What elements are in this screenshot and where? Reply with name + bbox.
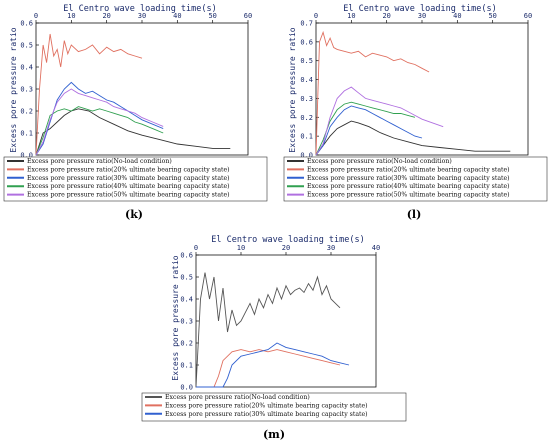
panel-k-legend-label-3: Excess pore pressure ratio(40% ultimate … <box>27 183 230 190</box>
panel-m-ytick-label-1: 0.1 <box>180 362 193 370</box>
panel-m-legend <box>141 392 407 422</box>
panel-l-ytick-label-6: 0.6 <box>300 38 313 46</box>
panel-m-lines <box>195 272 350 388</box>
panel-k-ytick-label-2: 0.2 <box>20 108 33 116</box>
panel-m-xtick-label-3: 30 <box>327 244 335 252</box>
panel-l-xtick-label-3: 30 <box>418 12 426 20</box>
panel-l-title: El Centro wave loading time(s) <box>343 4 497 14</box>
panel-m-series-line-2 <box>196 342 350 388</box>
panel-l-lines <box>315 30 511 156</box>
panel-m-ytick-label-5: 0.5 <box>180 274 193 282</box>
panel-m-xtick-label-0: 0 <box>194 244 198 252</box>
panel-m-ytick-label-0: 0.0 <box>180 384 193 392</box>
panel-k-legend-label-4: Excess pore pressure ratio(50% ultimate … <box>27 192 230 199</box>
panel-k-ytick-label-4: 0.4 <box>20 64 33 72</box>
panel-k-series-line-4 <box>35 88 164 156</box>
panel-l-legend-label-0: Excess pore pressure ratio(No-load condi… <box>307 158 452 165</box>
panel-m: El Centro wave loading time(s) Excess po… <box>141 235 407 441</box>
panel-k-ytick-label-5: 0.5 <box>20 42 33 50</box>
panel-l-series-line-4 <box>315 86 444 156</box>
panel-m-xtick-label-1: 10 <box>237 244 245 252</box>
panel-l-ytick-label-1: 0.1 <box>300 133 313 141</box>
panel-l-legend-entries: Excess pore pressure ratio(No-load condi… <box>287 158 510 199</box>
panel-m-title: El Centro wave loading time(s) <box>211 235 365 245</box>
panel-k-legend <box>3 156 268 202</box>
panel-l-series-line-2 <box>315 105 423 156</box>
panel-k-series-line-3 <box>35 106 164 156</box>
panel-l-label: (l) <box>407 208 422 221</box>
panel-l-ytick-label-0: 0.0 <box>300 152 313 160</box>
panel-m-ytick-label-4: 0.4 <box>180 296 193 304</box>
panel-k-xtick-label-3: 30 <box>138 12 146 20</box>
panel-k-legend-label-0: Excess pore pressure ratio(No-load condi… <box>27 158 172 165</box>
panel-k-series-line-2 <box>35 81 164 156</box>
panel-m-legend-label-1: Excess pore pressure ratio(20% ultimate … <box>165 402 368 409</box>
panel-l-xtick-label-1: 10 <box>347 12 355 20</box>
panel-m-xtick-label-2: 20 <box>282 244 290 252</box>
panel-k-xtick-label-4: 40 <box>173 12 181 20</box>
panel-m-ytick-label-6: 0.6 <box>180 252 193 260</box>
panel-k-ytick-label-6: 0.6 <box>20 20 33 28</box>
panel-k-yticks: 0.0 0.1 0.2 0.3 0.4 0.5 0.6 <box>20 20 39 160</box>
panel-k-series-line-0 <box>35 108 231 156</box>
panel-k-xtick-label-6: 60 <box>244 12 252 20</box>
panel-l-legend-label-4: Excess pore pressure ratio(50% ultimate … <box>307 192 510 199</box>
panel-k-xtick-label-2: 20 <box>102 12 110 20</box>
panel-l-xtick-label-0: 0 <box>314 12 318 20</box>
panel-k-xtick-label-1: 10 <box>67 12 75 20</box>
panel-k-ytick-label-3: 0.3 <box>20 86 33 94</box>
panel-l-series-line-0 <box>315 120 511 156</box>
panel-l-ytick-label-7: 0.7 <box>300 20 313 28</box>
panel-m-xticks: 0 10 20 30 40 <box>194 244 380 255</box>
panel-l-xticks: 0 10 20 30 40 50 60 <box>314 12 532 23</box>
panel-k-ytick-label-1: 0.1 <box>20 130 33 138</box>
panel-k-legend-entries: Excess pore pressure ratio(No-load condi… <box>7 158 230 199</box>
panel-l-ytick-label-4: 0.4 <box>300 76 313 84</box>
panel-k-ytick-label-0: 0.0 <box>20 152 33 160</box>
panel-m-ytick-label-3: 0.3 <box>180 318 193 326</box>
panel-l-series-line-3 <box>315 101 416 156</box>
panel-l-xtick-label-5: 50 <box>488 12 496 20</box>
panel-l-ytick-label-2: 0.2 <box>300 114 313 122</box>
panel-k-legend-label-2: Excess pore pressure ratio(30% ultimate … <box>27 175 230 182</box>
panel-l-ytick-label-5: 0.5 <box>300 57 313 65</box>
panel-m-xtick-label-4: 40 <box>372 244 380 252</box>
panel-m-label: (m) <box>263 428 285 441</box>
panel-m-ytick-label-2: 0.2 <box>180 340 193 348</box>
panel-k-xtick-label-5: 50 <box>208 12 216 20</box>
panel-l-xtick-label-2: 20 <box>382 12 390 20</box>
panel-l-legend-label-3: Excess pore pressure ratio(40% ultimate … <box>307 183 510 190</box>
panel-l-legend <box>283 156 548 202</box>
panel-k-xticks: 0 10 20 30 40 50 60 <box>34 12 252 23</box>
panel-l-series-line-1 <box>315 30 430 156</box>
panel-l-ytick-label-3: 0.3 <box>300 95 313 103</box>
panel-k-lines <box>35 33 231 156</box>
panel-m-series-line-0 <box>195 272 341 388</box>
panel-l-xtick-label-4: 40 <box>453 12 461 20</box>
panel-l-legend-label-1: Excess pore pressure ratio(20% ultimate … <box>307 166 510 173</box>
panel-k-title: El Centro wave loading time(s) <box>63 4 217 14</box>
panel-m-ylabel: Excess pore pressure ratio <box>171 255 180 380</box>
panel-l-ylabel: Excess pore pressure ratio <box>288 27 297 152</box>
panel-m-legend-label-0: Excess pore pressure ratio(No-load condi… <box>165 394 310 401</box>
panel-m-plot-frame <box>195 254 377 388</box>
panel-k-label: (k) <box>125 208 143 221</box>
panel-m-series-line-1 <box>196 349 341 388</box>
panel-l: El Centro wave loading time(s) Excess po… <box>283 4 548 221</box>
panel-k: El Centro wave loading time(s) Excess po… <box>3 4 268 221</box>
panel-m-legend-label-2: Excess pore pressure ratio(30% ultimate … <box>165 411 368 418</box>
panel-l-legend-label-2: Excess pore pressure ratio(30% ultimate … <box>307 175 510 182</box>
panel-k-ylabel: Excess pore pressure ratio <box>9 27 18 152</box>
panel-k-legend-label-1: Excess pore pressure ratio(20% ultimate … <box>27 166 230 173</box>
panel-l-xtick-label-6: 60 <box>524 12 532 20</box>
panel-m-legend-entries: Excess pore pressure ratio(No-load condi… <box>145 394 368 418</box>
panel-k-xtick-label-0: 0 <box>34 12 38 20</box>
panel-k-series-line-1 <box>35 33 143 156</box>
